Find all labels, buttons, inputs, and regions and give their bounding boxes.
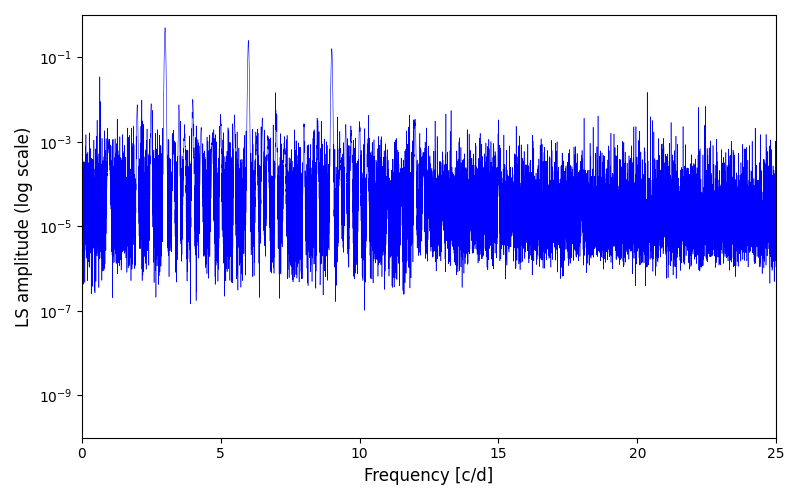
X-axis label: Frequency [c/d]: Frequency [c/d] <box>364 467 494 485</box>
Y-axis label: LS amplitude (log scale): LS amplitude (log scale) <box>15 126 33 326</box>
